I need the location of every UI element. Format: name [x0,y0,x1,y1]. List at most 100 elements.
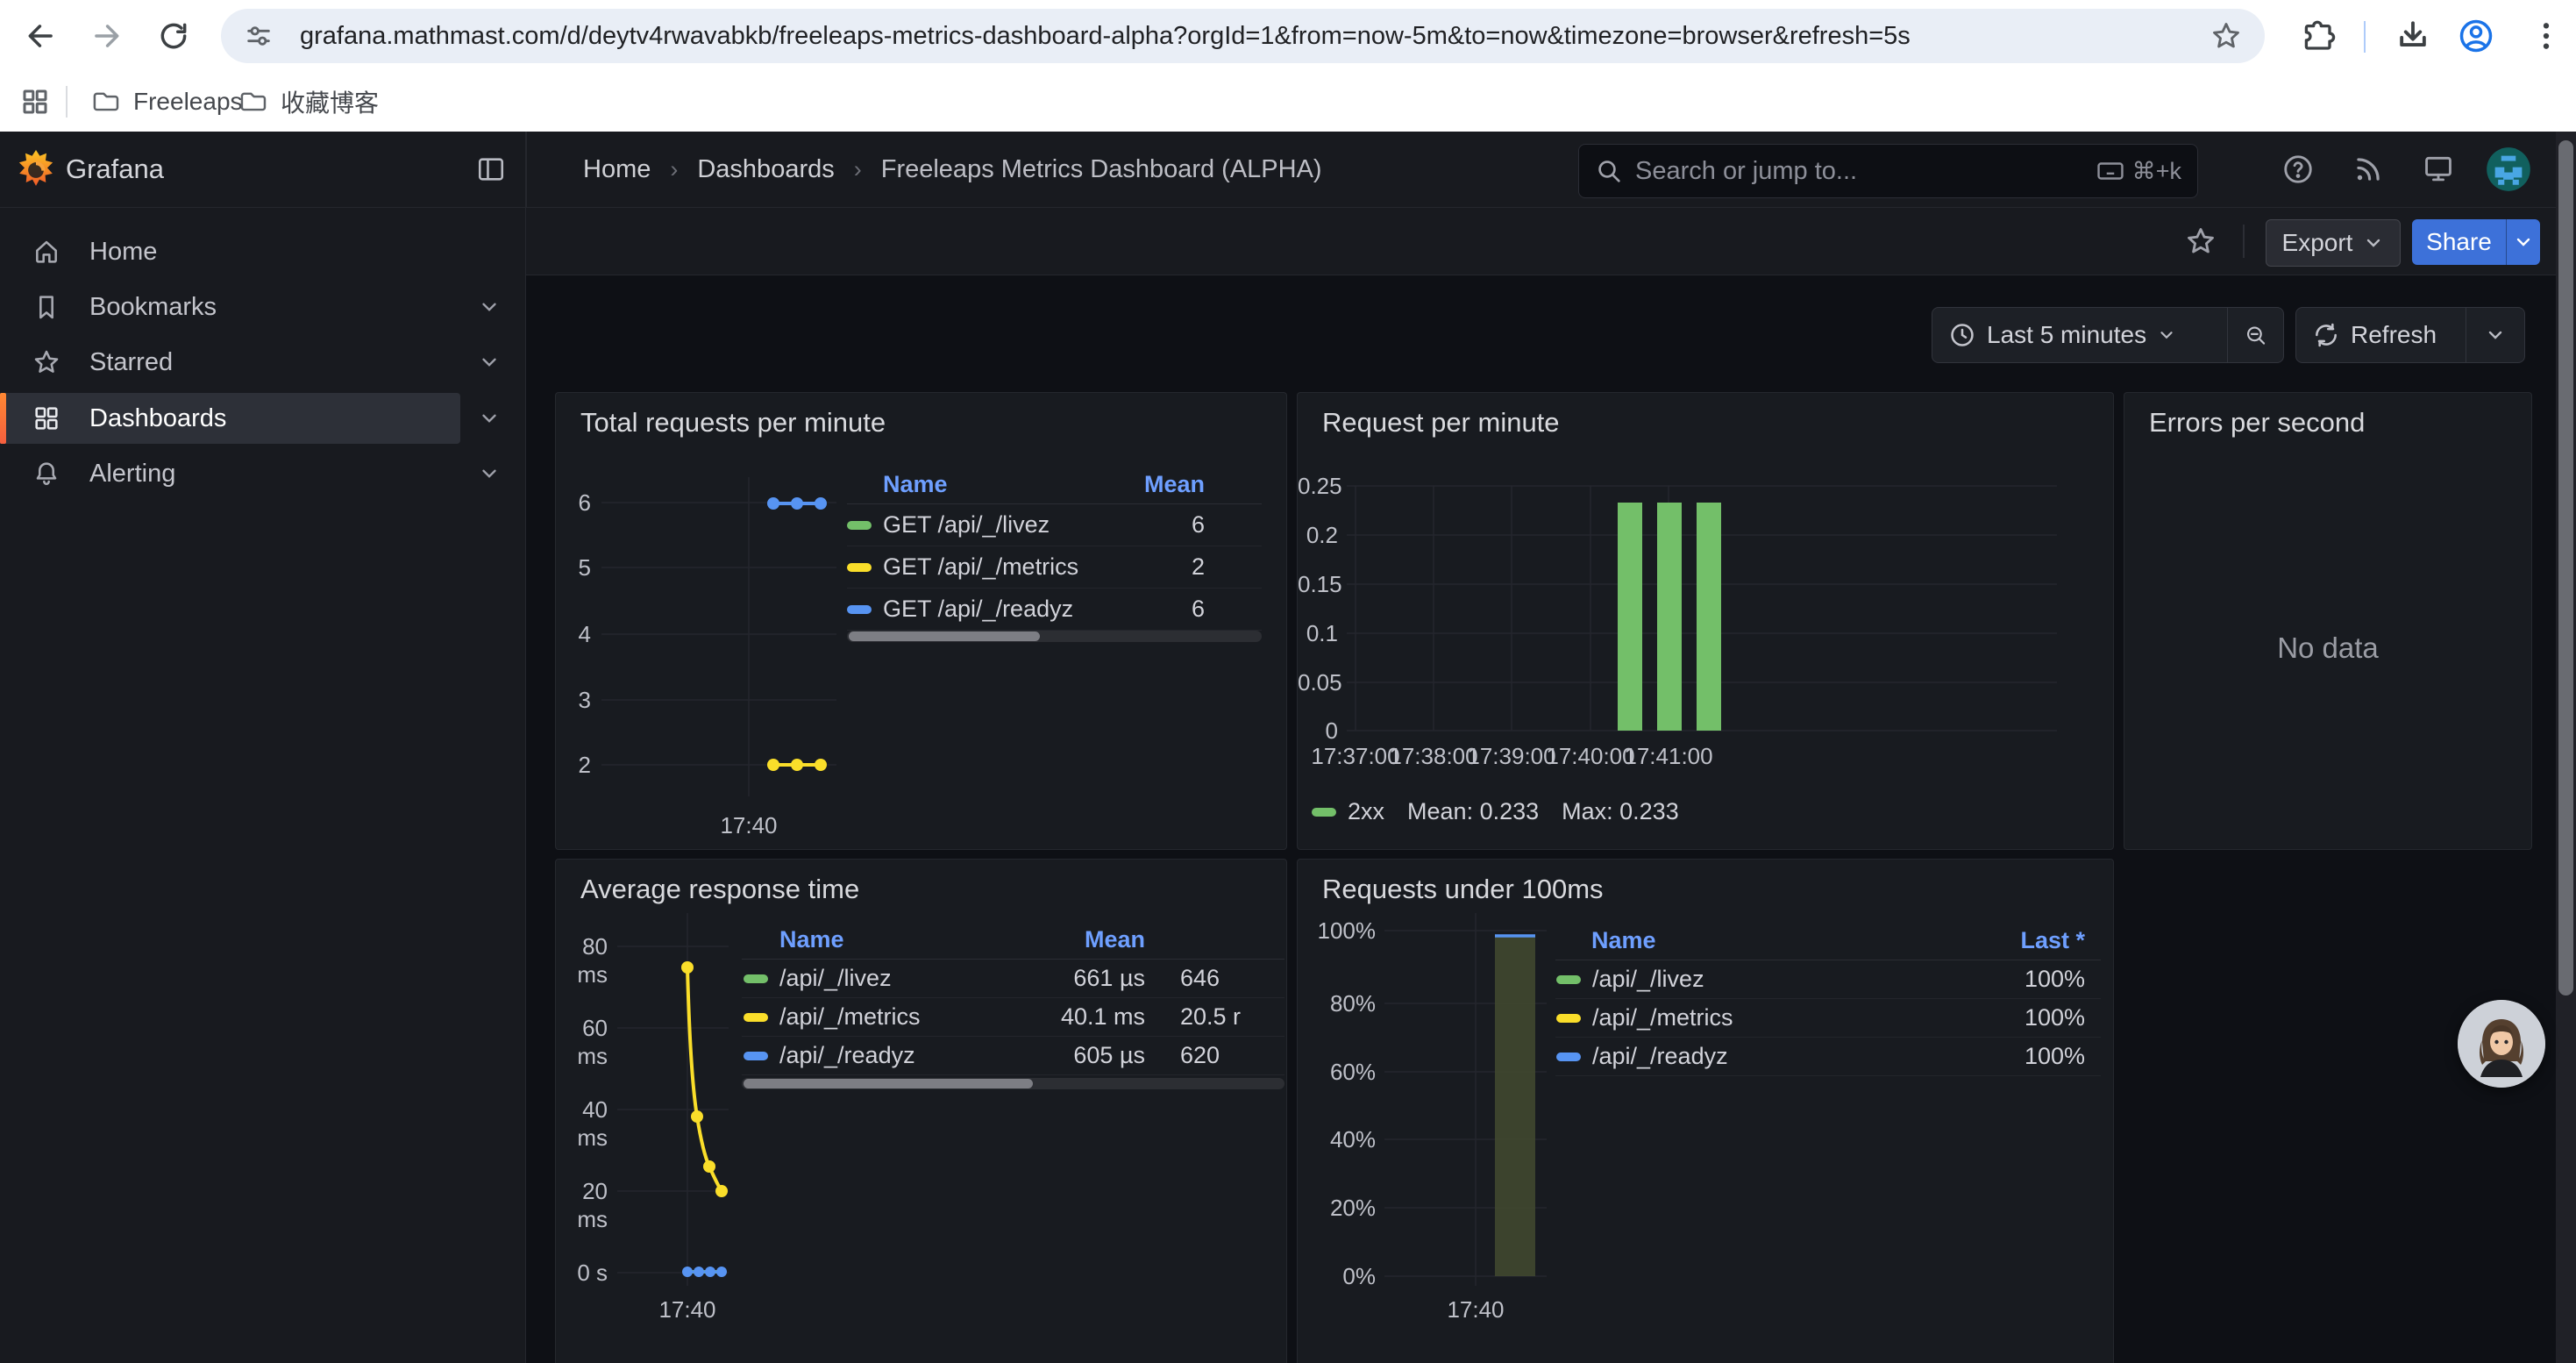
profile-icon[interactable] [2457,17,2495,55]
panel-requests-under-100ms[interactable]: Requests under 100ms 100% 80% 60% 40% 20… [1297,859,2114,1363]
y-tick: 80% [1298,989,1376,1017]
sidebar-item-alerting[interactable]: Alerting [0,449,525,498]
forward-icon[interactable] [89,19,123,53]
refresh-button[interactable]: Refresh [2296,308,2466,362]
y-tick: 4 [556,620,591,648]
user-avatar[interactable] [2486,146,2531,192]
bookmark-folder-blogs[interactable]: 收藏博客 [238,84,379,119]
sidebar-item-dashboards[interactable]: Dashboards [0,393,460,444]
clock-icon [1948,321,1976,349]
y-tick: 0.05 [1298,668,1338,696]
share-button[interactable]: Share [2412,219,2506,265]
chevron-down-icon[interactable] [478,407,501,430]
panel-avg-response-time[interactable]: Average response time 80 ms 60 ms 40 ms [555,859,1287,1363]
x-tick: 17:41:00 [1616,742,1721,770]
extensions-icon[interactable] [2299,18,2336,54]
series-last: 646 [1180,965,1284,992]
toolbar-divider [2243,225,2245,258]
sidebar-item-label: Home [89,238,157,267]
reload-icon[interactable] [157,19,190,53]
y-tick: 0 s [556,1259,608,1287]
help-icon[interactable] [2281,153,2315,186]
legend-row[interactable]: /api/_/livez 661 µs 646 [742,960,1284,998]
screenshot-root: grafana.mathmast.com/d/deytv4rwavabkb/fr… [0,0,2576,1363]
brand-name[interactable]: Grafana [66,132,164,207]
favorite-star-icon[interactable] [2185,225,2217,257]
legend-row[interactable]: /api/_/metrics 40.1 ms 20.5 r [742,998,1284,1037]
export-button[interactable]: Export [2266,219,2401,267]
legend-row[interactable]: GET /api/_/livez 6 [847,504,1262,546]
breadcrumb-current: Freeleaps Metrics Dashboard (ALPHA) [881,155,1322,184]
nav-divider [525,132,527,207]
legend-row[interactable]: GET /api/_/metrics 2 [847,546,1262,589]
avatar-girl-illustration [2458,1000,2545,1088]
export-label: Export [2282,229,2353,257]
legend-row[interactable]: /api/_/metrics 100% [1555,999,2101,1038]
star-icon [32,348,60,376]
chevron-down-icon [2513,232,2534,253]
bookmark-label: Freeleaps [133,88,243,116]
chevron-down-icon [2485,325,2506,346]
bookmark-folder-freeleaps[interactable]: Freeleaps [91,87,243,117]
legend-row[interactable]: /api/_/readyz 605 µs 620 [742,1037,1284,1075]
download-icon[interactable] [2394,17,2432,55]
grafana-logo[interactable] [18,149,54,189]
legend-table: Name Mean GET /api/_/livez 6 GET /api/_/… [847,465,1262,631]
chevron-down-icon[interactable] [478,351,501,374]
panel-errors-per-second[interactable]: Errors per second No data [2124,392,2532,850]
url-bar[interactable]: grafana.mathmast.com/d/deytv4rwavabkb/fr… [221,9,2265,63]
bookmark-star-icon[interactable] [2210,20,2242,52]
back-icon[interactable] [25,19,58,53]
breadcrumb-home[interactable]: Home [583,155,651,184]
y-tick: 2 [556,751,591,779]
search-input[interactable]: Search or jump to... ⌘+k [1578,144,2198,198]
series-mean: 6 [1064,511,1205,539]
dashboards-icon [32,404,60,432]
bookmarks-divider [66,86,68,118]
site-settings-icon[interactable] [244,21,274,51]
sidebar-item-label: Dashboards [89,404,226,433]
x-tick: 17:40 [1423,1295,1528,1324]
legend-col-last[interactable]: Las [1233,926,1284,953]
series-mean: Mean: 0.233 [1407,798,1539,825]
keyboard-icon [2096,156,2125,186]
share-label: Share [2426,228,2492,256]
sidebar-item-home[interactable]: Home [0,227,525,276]
y-tick: 0.25 [1298,472,1338,500]
legend-line[interactable]: 2xx Mean: 0.233 Max: 0.233 [1312,798,1679,825]
time-range-picker[interactable]: Last 5 minutes [1932,308,2227,362]
sidebar: Home Bookmarks Starred Dashboards Alerti… [0,208,526,1363]
sidebar-toggle-icon[interactable] [476,154,506,184]
legend-scrollbar[interactable] [742,1078,1284,1089]
breadcrumb-dashboards[interactable]: Dashboards [697,155,834,184]
legend-scrollbar[interactable] [847,631,1262,642]
series-mean: 661 µs [1005,965,1145,992]
time-range-label: Last 5 minutes [1987,321,2146,349]
folder-icon [238,87,268,117]
legend-col-last[interactable]: Last * [1945,927,2085,954]
share-menu-button[interactable] [2506,219,2540,265]
news-rss-icon[interactable] [2352,153,2385,186]
monitor-icon[interactable] [2422,153,2455,186]
legend-col-mean[interactable]: Mean [1005,926,1145,953]
assistant-avatar[interactable] [2458,1000,2545,1088]
zoom-out-button[interactable] [2228,308,2283,362]
legend-row[interactable]: /api/_/livez 100% [1555,960,2101,999]
browser-menu-icon[interactable] [2529,18,2564,54]
page-scrollbar-thumb[interactable] [2558,140,2573,995]
panel-total-requests[interactable]: Total requests per minute 6 5 4 3 2 17:4… [555,392,1287,850]
url-text[interactable]: grafana.mathmast.com/d/deytv4rwavabkb/fr… [300,22,1911,51]
legend-row[interactable]: /api/_/readyz 100% [1555,1038,2101,1076]
refresh-interval-button[interactable] [2466,308,2524,362]
legend-row[interactable]: GET /api/_/readyz 6 [847,589,1262,631]
panel-request-per-minute[interactable]: Request per minute 0.25 0.2 0.15 0.1 0.0… [1297,392,2114,850]
apps-grid-icon[interactable] [19,86,51,118]
legend-col-mean[interactable]: Mean [1064,471,1205,498]
sidebar-item-bookmarks[interactable]: Bookmarks [0,282,525,332]
chevron-down-icon[interactable] [478,462,501,485]
sidebar-item-label: Starred [89,348,173,377]
sidebar-item-starred[interactable]: Starred [0,338,525,387]
chevron-down-icon[interactable] [478,296,501,318]
legend-header: Name Mean Las [742,920,1284,960]
y-tick: 6 [556,489,591,517]
